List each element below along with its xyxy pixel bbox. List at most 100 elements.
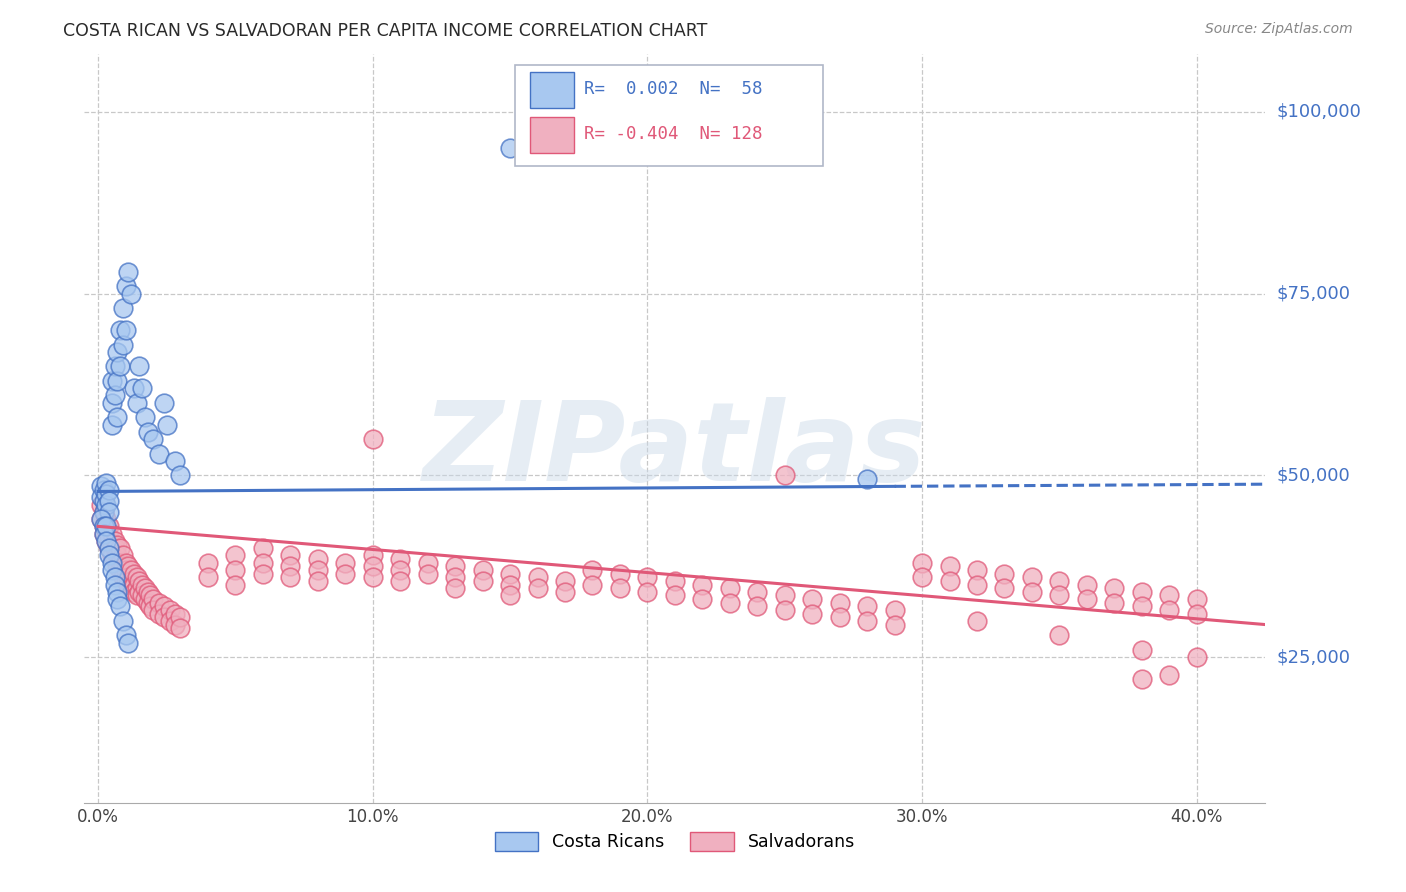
Point [128,584,150,599]
Point [96,475,118,490]
Point [117,559,139,574]
Point [93,505,115,519]
Point [93,526,115,541]
Point [581,134,603,148]
Point [636,584,658,599]
Point [718,581,741,595]
Point [125,570,148,584]
Point [101,549,124,563]
Point [114,556,136,570]
Point [90,512,112,526]
Text: R= -0.404  N= 128: R= -0.404 N= 128 [583,125,762,143]
Text: Source: ZipAtlas.com: Source: ZipAtlas.com [1205,22,1353,37]
Point [389,563,412,577]
Point [103,533,125,548]
Point [105,374,128,388]
Point [93,526,115,541]
Point [581,563,603,577]
Point [98,494,121,508]
Point [136,596,159,610]
Point [416,556,439,570]
Point [252,541,274,556]
Point [111,570,134,584]
Point [93,505,115,519]
Point [307,574,329,588]
Text: R=  0.002  N=  58: R= 0.002 N= 58 [583,79,762,98]
Point [93,519,115,533]
Point [1047,574,1070,588]
Text: $50,000: $50,000 [1277,467,1350,484]
Point [128,359,150,374]
Point [103,570,125,584]
Point [125,581,148,595]
Point [718,596,741,610]
Point [114,279,136,293]
Point [224,577,246,591]
Point [1185,650,1208,665]
Point [96,519,118,533]
Point [101,526,124,541]
Point [224,563,246,577]
Point [105,344,128,359]
Point [664,574,686,588]
Point [883,603,905,617]
Point [111,337,134,351]
Text: COSTA RICAN VS SALVADORAN PER CAPITA INCOME CORRELATION CHART: COSTA RICAN VS SALVADORAN PER CAPITA INC… [63,22,707,40]
Point [692,592,714,607]
Point [197,556,219,570]
Point [389,574,412,588]
Bar [530,72,575,108]
Point [444,559,467,574]
Point [93,519,115,533]
Point [120,286,142,301]
Point [142,592,165,607]
Point [111,559,134,574]
Point [131,381,153,395]
Point [120,574,142,588]
Point [114,628,136,642]
Point [1159,668,1181,682]
Text: $25,000: $25,000 [1277,648,1351,666]
Point [103,577,125,591]
Point [101,374,124,388]
Point [169,621,191,635]
Point [96,512,118,526]
Point [98,483,121,497]
Point [122,381,145,395]
Point [416,566,439,581]
Point [1159,603,1181,617]
Point [280,559,302,574]
Point [103,541,125,556]
Point [98,541,121,556]
Point [856,472,879,486]
Point [108,599,131,614]
Point [117,570,139,584]
Point [108,541,131,556]
Point [122,577,145,591]
Point [499,141,522,155]
Point [692,577,714,591]
Point [1021,570,1043,584]
Point [499,589,522,603]
Point [114,574,136,588]
Point [142,603,165,617]
Point [101,556,124,570]
Point [252,566,274,581]
Point [307,552,329,566]
Point [361,432,384,446]
Point [90,498,112,512]
Point [136,425,159,439]
Point [90,512,112,526]
Point [96,523,118,537]
Point [856,614,879,628]
Point [801,592,824,607]
Point [103,388,125,402]
Point [307,563,329,577]
Point [335,566,357,581]
Point [128,574,150,588]
Point [499,566,522,581]
Point [361,549,384,563]
Point [471,563,494,577]
Point [526,581,548,595]
Point [98,530,121,544]
